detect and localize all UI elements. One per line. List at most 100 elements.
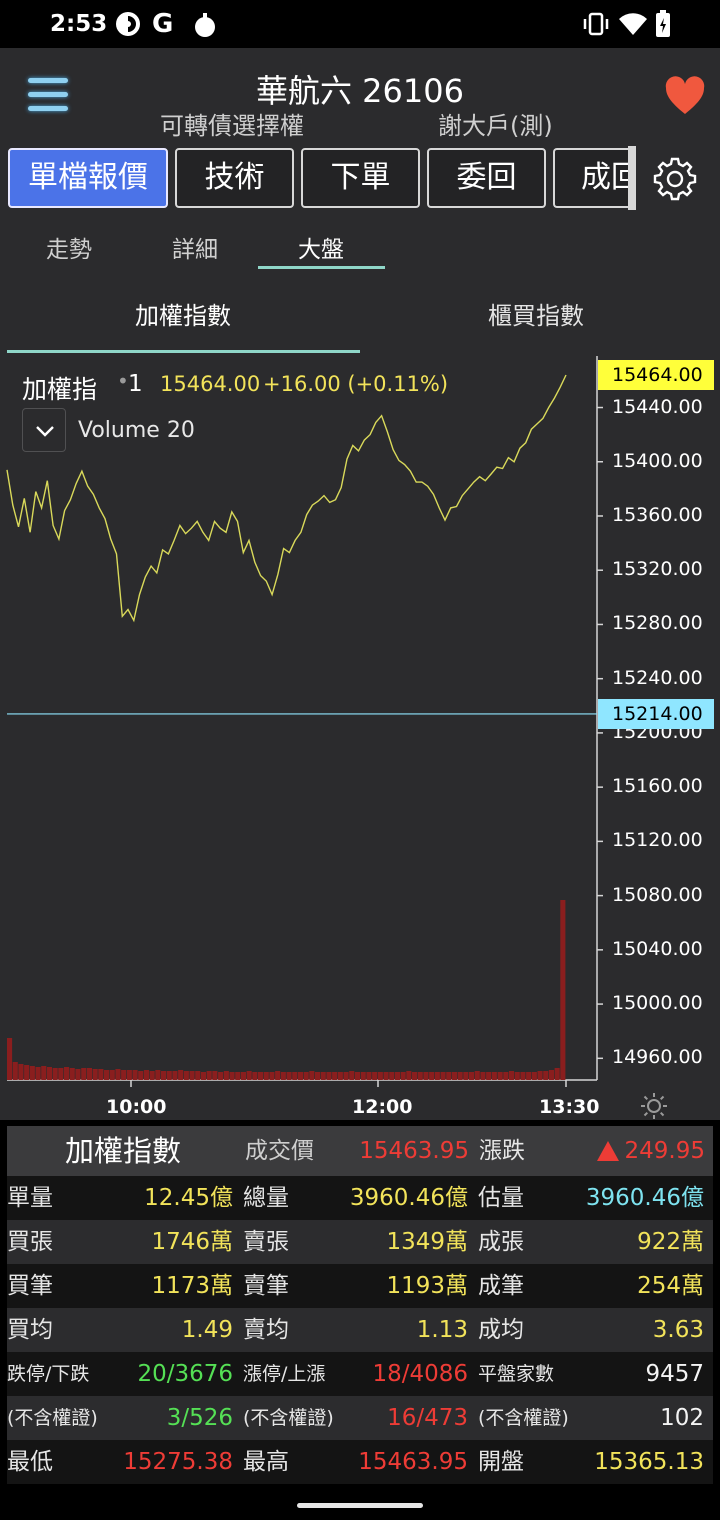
gear-icon[interactable] — [652, 156, 698, 202]
volume-bar — [235, 1072, 241, 1080]
menu-button[interactable] — [28, 78, 70, 112]
volume-bar — [315, 1072, 321, 1080]
page-title: 華航六 26106 — [256, 72, 464, 110]
tab-order-report[interactable]: 委回 — [427, 148, 546, 208]
tab-quote[interactable]: 單檔報價 — [8, 148, 168, 208]
volume-bar — [86, 1068, 92, 1080]
volume-bar — [297, 1072, 303, 1080]
volume-bar — [149, 1071, 155, 1080]
volume-bar — [92, 1069, 98, 1080]
volume-bar — [389, 1072, 395, 1080]
info-value: 1.13 — [416, 1317, 468, 1343]
menu-icon — [28, 78, 68, 83]
info-label: 賣張 — [243, 1229, 289, 1255]
volume-bar — [138, 1071, 144, 1080]
info-value: 16/473 — [387, 1405, 468, 1431]
volume-bar — [394, 1072, 400, 1080]
info-value: 12.45億 — [144, 1185, 233, 1211]
volume-bar — [309, 1071, 315, 1080]
account-name-label: 謝大戶(測) — [438, 112, 553, 140]
volume-bar — [560, 900, 566, 1080]
menu-icon-bar — [28, 92, 68, 97]
volume-bar — [98, 1069, 104, 1080]
info-value: 1193萬 — [386, 1273, 468, 1299]
favorite-heart-icon[interactable] — [664, 76, 706, 118]
volume-bar — [52, 1068, 58, 1080]
tab-market[interactable]: 大盤 — [298, 237, 344, 263]
info-label: 最低 — [7, 1449, 53, 1475]
price-chart[interactable]: 加權指 • 1 15464.00 +16.00 (+0.11%) Volume … — [0, 356, 720, 1120]
volume-bar — [526, 1072, 532, 1080]
volume-bar — [132, 1070, 138, 1080]
volume-bar — [58, 1068, 64, 1080]
info-label: 買張 — [7, 1229, 53, 1255]
tab-taiex[interactable]: 加權指數 — [135, 302, 231, 330]
volume-bar — [446, 1072, 452, 1080]
y-tick-label: 15120.00 — [612, 829, 703, 852]
y-tick-label: 15320.00 — [612, 558, 703, 581]
volume-bar — [206, 1071, 212, 1080]
volume-bar — [463, 1072, 469, 1080]
volume-bar — [7, 1038, 13, 1080]
legend-interval: 1 — [128, 371, 143, 397]
change-label: 漲跌 — [479, 1138, 525, 1164]
y-tick-label: 15040.00 — [612, 937, 703, 960]
tab-fill-report[interactable]: 成回 — [553, 148, 633, 208]
info-label: 最高 — [243, 1449, 289, 1475]
info-value: 254萬 — [637, 1273, 704, 1299]
volume-bar — [366, 1072, 372, 1080]
info-value: 18/4086 — [372, 1361, 468, 1387]
status-bar: 2:53 G — [0, 0, 720, 48]
y-tick-marks — [597, 406, 603, 1060]
product-type-label: 可轉債選擇權 — [160, 112, 304, 140]
tab-order[interactable]: 下單 — [301, 148, 420, 208]
info-value: 15365.13 — [594, 1449, 704, 1475]
info-label: 成均 — [478, 1317, 524, 1343]
volume-bar — [46, 1067, 52, 1080]
volume-bar — [275, 1071, 281, 1080]
active-index-indicator — [7, 350, 360, 353]
info-label: 單量 — [7, 1185, 53, 1211]
info-header-row: 加權指數 成交價 15463.95 漲跌 249.95 — [7, 1126, 713, 1176]
brightness-icon[interactable] — [640, 1092, 668, 1120]
volume-bar — [161, 1071, 167, 1080]
volume-bar — [252, 1072, 258, 1080]
y-tick-label: 15160.00 — [612, 775, 703, 798]
volume-bar — [537, 1071, 543, 1080]
volume-bar — [183, 1071, 189, 1080]
info-value: 102 — [660, 1405, 704, 1431]
volume-bar — [29, 1066, 35, 1080]
volume-bar — [172, 1071, 178, 1080]
home-gesture-bar[interactable] — [297, 1503, 423, 1508]
info-value: 9457 — [645, 1361, 704, 1387]
volume-bar — [514, 1072, 520, 1080]
tab-otc-index[interactable]: 櫃買指數 — [488, 302, 584, 330]
info-row: 買張 1746萬 賣張 1349萬 成張 922萬 — [7, 1220, 713, 1264]
y-tick-label: 15240.00 — [612, 666, 703, 689]
volume-bar — [189, 1071, 195, 1080]
info-row: (不含權證) 3/526 (不含權證) 16/473 (不含權證) 102 — [7, 1396, 713, 1440]
volume-bar — [292, 1072, 298, 1080]
volume-bar — [503, 1072, 509, 1080]
volume-bar — [451, 1072, 457, 1080]
volume-bar — [548, 1070, 554, 1080]
volume-bars — [7, 900, 566, 1080]
sub-tab-bar: 走勢 詳細 大盤 — [0, 216, 720, 274]
tab-technical[interactable]: 技術 — [175, 148, 294, 208]
tab-trend[interactable]: 走勢 — [46, 237, 92, 263]
market-info-table: 加權指數 成交價 15463.95 漲跌 249.95 單量 12.45億 總量 39… — [7, 1126, 713, 1488]
tab-detail[interactable]: 詳細 — [172, 237, 218, 263]
volume-bar — [354, 1072, 360, 1080]
function-tab-bar: 單檔報價 技術 下單 委回 成回 — [0, 140, 720, 216]
y-tick-label: 15080.00 — [612, 883, 703, 906]
status-time: 2:53 — [50, 11, 108, 37]
info-row: 買筆 1173萬 賣筆 1193萬 成筆 254萬 — [7, 1264, 713, 1308]
app-header: 華航六 26106 可轉債選擇權 謝大戶(測) — [0, 48, 720, 140]
volume-bar — [457, 1072, 463, 1080]
volume-bar — [543, 1071, 549, 1080]
info-value: 1349萬 — [386, 1229, 468, 1255]
volume-bar — [554, 1068, 560, 1080]
volume-toggle-button[interactable] — [22, 408, 66, 452]
tab-scroll-edge — [628, 146, 636, 210]
info-value: 3960.46億 — [585, 1185, 704, 1211]
